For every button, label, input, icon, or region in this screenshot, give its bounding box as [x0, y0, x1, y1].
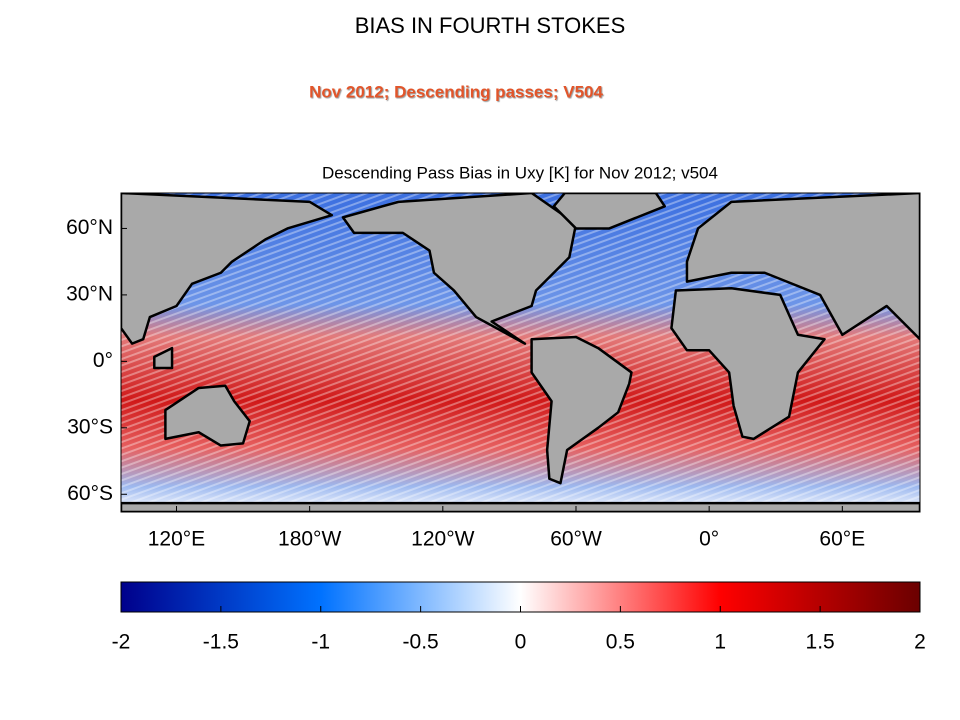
- x-tick-label: 60°E: [819, 528, 865, 551]
- land: [164, 384, 251, 447]
- land: [341, 193, 578, 345]
- y-tick-label: 0°: [93, 349, 113, 372]
- x-tick-label: 60°W: [550, 528, 602, 551]
- colorbar-tick-label: 1: [714, 631, 726, 654]
- y-tick-label: 30°N: [66, 282, 113, 305]
- land: [153, 346, 174, 370]
- land: [530, 335, 633, 485]
- x-tick-label: 120°W: [411, 528, 474, 551]
- land: [552, 193, 667, 230]
- colorbar-tick-label: -1.5: [203, 631, 239, 654]
- y-tick-label: 60°N: [66, 216, 113, 239]
- colorbar-tick-label: -0.5: [403, 631, 439, 654]
- x-tick-label: 0°: [699, 528, 719, 551]
- colorbar-tick-label: 0: [515, 631, 527, 654]
- land: [121, 193, 334, 345]
- land: [121, 501, 920, 512]
- land: [685, 193, 920, 341]
- y-tick-label: 60°S: [67, 482, 113, 505]
- slide-title: BIAS IN FOURTH STOKES: [355, 13, 626, 38]
- map: [121, 193, 920, 512]
- map-frame: [120, 192, 921, 513]
- land: [670, 287, 826, 441]
- x-tick-label: 180°W: [278, 528, 341, 551]
- colorbar-tick-label: 1.5: [806, 631, 835, 654]
- x-tick-label: 120°E: [148, 528, 205, 551]
- colorbar-tick-label: -1: [311, 631, 330, 654]
- map-title: Descending Pass Bias in Uxy [K] for Nov …: [322, 163, 718, 182]
- subtitle: Nov 2012; Descending passes; V504: [309, 82, 603, 101]
- colorbar-tick-label: 0.5: [606, 631, 635, 654]
- colorbar-tick-label: -2: [112, 631, 131, 654]
- colorbar-tick-label: 2: [914, 631, 926, 654]
- y-tick-label: 30°S: [67, 415, 113, 438]
